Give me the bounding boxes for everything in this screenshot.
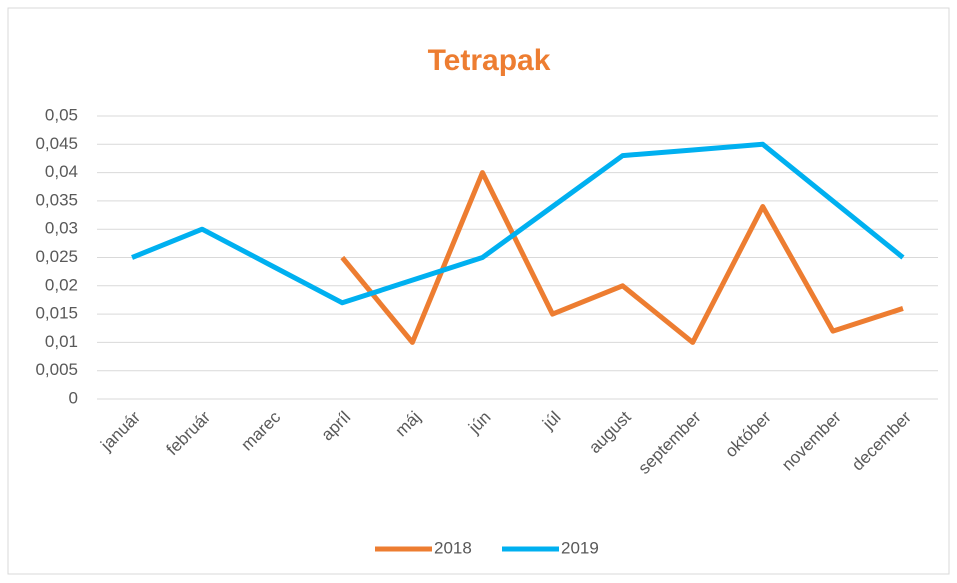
y-tick-label: 0,05	[45, 105, 78, 124]
chart-border	[7, 7, 950, 575]
legend-label: 2019	[561, 538, 599, 557]
y-tick-label: 0,035	[35, 190, 78, 209]
y-tick-label: 0,045	[35, 134, 78, 153]
y-tick-label: 0,04	[45, 162, 78, 181]
series-line	[131, 141, 905, 306]
y-tick-label: 0,03	[45, 219, 78, 238]
legend-label: 2018	[434, 538, 472, 557]
y-tick-label: 0	[69, 388, 78, 407]
y-tick-label: 0,01	[45, 332, 78, 351]
y-tick-label: 0,02	[45, 275, 78, 294]
y-tick-label: 0,025	[35, 247, 78, 266]
y-tick-label: 0,015	[35, 304, 78, 323]
y-tick-label: 0,005	[35, 360, 78, 379]
chart-title: Tetrapak	[428, 44, 551, 77]
series-line	[340, 170, 904, 345]
